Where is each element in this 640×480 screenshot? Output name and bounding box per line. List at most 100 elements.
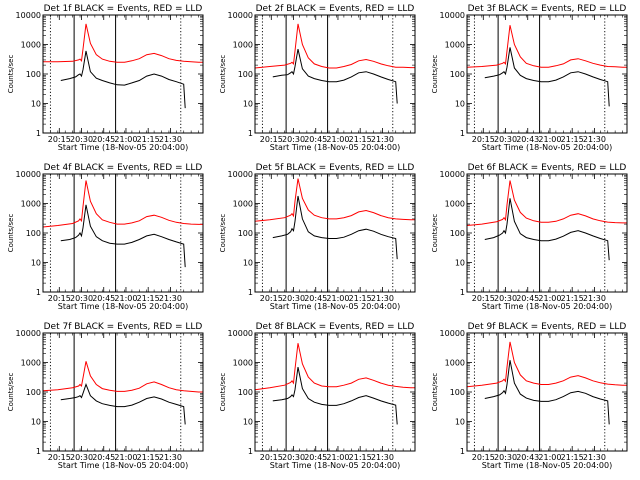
x-axis-label: Start Time (18-Nov-05 20:04:00) bbox=[270, 302, 400, 311]
x-tick-label: 21:15 bbox=[349, 135, 372, 144]
y-tick-label: 10000 bbox=[16, 11, 41, 20]
detector-panel-2: Det 2f BLACK = Events, RED = LLD Counts/s… bbox=[219, 4, 416, 152]
y-tick-label: 10000 bbox=[440, 170, 465, 179]
y-tick-label: 1000 bbox=[233, 200, 253, 209]
x-tick-label: 20:15 bbox=[260, 453, 283, 462]
x-tick-label: 21:00 bbox=[114, 294, 137, 303]
x-axis-label: Start Time (18-Nov-05 20:04:00) bbox=[58, 143, 188, 152]
y-tick-label: 1 bbox=[248, 447, 253, 456]
x-tick-label: 21:30 bbox=[583, 453, 606, 462]
plot-frame bbox=[42, 14, 204, 134]
x-tick-label: 20:30 bbox=[494, 135, 517, 144]
y-tick-label: 10 bbox=[31, 100, 41, 109]
x-tick-label: 21:30 bbox=[159, 135, 182, 144]
x-tick-label: 20:30 bbox=[282, 294, 305, 303]
plot-frame bbox=[254, 173, 416, 293]
panel-title: Det 6f BLACK = Events, RED = LLD bbox=[468, 163, 627, 173]
x-tick-label: 21:00 bbox=[538, 294, 561, 303]
x-tick-label: 20:15 bbox=[260, 135, 283, 144]
x-tick-label: 21:15 bbox=[349, 294, 372, 303]
x-tick-label: 20:15 bbox=[472, 294, 495, 303]
x-tick-label: 21:30 bbox=[159, 294, 182, 303]
plot-frame bbox=[42, 332, 204, 452]
y-tick-label: 10 bbox=[243, 418, 253, 427]
detector-panel-9: Det 9f BLACK = Events, RED = LLD Counts/s… bbox=[431, 322, 628, 470]
detector-panel-8: Det 8f BLACK = Events, RED = LLD Counts/s… bbox=[219, 322, 416, 470]
x-axis-label: Start Time (18-Nov-05 20:04:00) bbox=[482, 302, 612, 311]
y-tick-label: 10000 bbox=[16, 329, 41, 338]
y-tick-label: 100 bbox=[450, 229, 465, 238]
detector-panel-1: Det 1f BLACK = Events, RED = LLD Counts/s… bbox=[7, 4, 204, 152]
y-tick-label: 100 bbox=[238, 70, 253, 79]
red-lld-series bbox=[42, 361, 203, 393]
x-tick-label: 21:30 bbox=[371, 453, 394, 462]
red-lld-series bbox=[43, 23, 203, 63]
y-tick-label: 10 bbox=[31, 259, 41, 268]
y-axis-label: Counts/sec bbox=[7, 214, 15, 253]
y-tick-label: 1 bbox=[460, 288, 465, 297]
y-axis-label: Counts/sec bbox=[431, 55, 439, 94]
red-lld-series bbox=[466, 341, 627, 388]
y-tick-label: 10 bbox=[455, 100, 465, 109]
x-tick-label: 20:30 bbox=[282, 453, 305, 462]
detector-panel-3: Det 3f BLACK = Events, RED = LLD Counts/s… bbox=[431, 4, 628, 152]
detector-panel-6: Det 6f BLACK = Events, RED = LLD Counts/s… bbox=[431, 163, 628, 311]
x-tick-label: 20:43 bbox=[516, 135, 539, 144]
x-tick-label: 21:30 bbox=[583, 294, 606, 303]
y-tick-label: 10000 bbox=[440, 11, 465, 20]
x-tick-label: 21:30 bbox=[371, 135, 394, 144]
x-tick-label: 20:45 bbox=[516, 294, 539, 303]
x-tick-label: 20:30 bbox=[494, 294, 517, 303]
y-tick-label: 1000 bbox=[445, 359, 465, 368]
x-axis-label: Start Time (18-Nov-05 20:04:00) bbox=[58, 461, 188, 470]
y-axis-label: Counts/sec bbox=[7, 55, 15, 94]
panel-title: Det 5f BLACK = Events, RED = LLD bbox=[256, 163, 415, 173]
x-tick-label: 21:30 bbox=[159, 453, 182, 462]
x-tick-label: 20:30 bbox=[70, 294, 93, 303]
x-tick-label: 21:00 bbox=[326, 294, 349, 303]
y-tick-label: 1000 bbox=[233, 41, 253, 50]
red-lld-series bbox=[254, 23, 415, 69]
x-tick-label: 20:15 bbox=[472, 453, 495, 462]
plot-frame bbox=[466, 332, 628, 452]
black-events-series bbox=[272, 195, 398, 260]
y-tick-label: 10 bbox=[243, 100, 253, 109]
x-tick-label: 21:15 bbox=[137, 453, 160, 462]
x-tick-label: 20:45 bbox=[304, 135, 327, 144]
panel-title: Det 2f BLACK = Events, RED = LLD bbox=[256, 4, 415, 14]
x-tick-label: 20:45 bbox=[92, 453, 115, 462]
y-tick-label: 1000 bbox=[21, 41, 41, 50]
y-tick-label: 100 bbox=[450, 388, 465, 397]
x-tick-label: 20:15 bbox=[472, 135, 495, 144]
red-lld-series bbox=[254, 343, 415, 391]
red-lld-series bbox=[466, 180, 627, 226]
y-axis-label: Counts/sec bbox=[7, 373, 15, 412]
x-tick-label: 21:00 bbox=[538, 135, 561, 144]
black-events-series bbox=[60, 383, 186, 425]
panel-title: Det 9f BLACK = Events, RED = LLD bbox=[468, 322, 627, 332]
y-tick-label: 100 bbox=[26, 70, 41, 79]
y-tick-label: 10000 bbox=[228, 170, 253, 179]
y-tick-label: 10000 bbox=[228, 329, 253, 338]
x-tick-label: 21:30 bbox=[583, 135, 606, 144]
black-events-series bbox=[60, 50, 186, 109]
y-tick-label: 1000 bbox=[21, 200, 41, 209]
x-tick-label: 21:15 bbox=[137, 135, 160, 144]
y-tick-label: 1000 bbox=[233, 359, 253, 368]
y-tick-label: 1 bbox=[460, 447, 465, 456]
x-tick-label: 21:00 bbox=[538, 453, 561, 462]
y-tick-label: 1 bbox=[36, 129, 41, 138]
panel-title: Det 7f BLACK = Events, RED = LLD bbox=[44, 322, 203, 332]
y-tick-label: 10 bbox=[243, 259, 253, 268]
plot-frame bbox=[466, 14, 628, 134]
x-tick-label: 20:15 bbox=[48, 453, 71, 462]
black-events-series bbox=[484, 360, 610, 425]
x-tick-label: 21:00 bbox=[114, 135, 137, 144]
x-tick-label: 21:00 bbox=[326, 135, 349, 144]
x-tick-label: 21:15 bbox=[137, 294, 160, 303]
x-tick-label: 20:43 bbox=[516, 453, 539, 462]
x-tick-label: 21:15 bbox=[349, 453, 372, 462]
y-axis-label: Counts/sec bbox=[431, 214, 439, 253]
y-axis-label: Counts/sec bbox=[219, 55, 227, 94]
